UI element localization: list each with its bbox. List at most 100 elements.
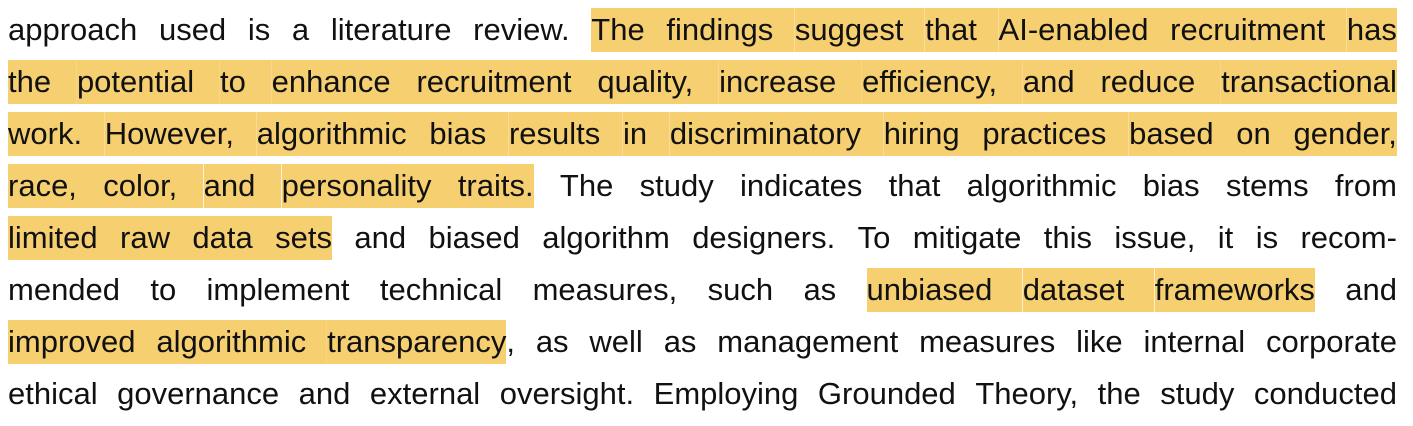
highlighted-word: in xyxy=(623,112,647,156)
highlighted-word: improved xyxy=(8,320,136,364)
highlighted-word: findings xyxy=(666,8,773,52)
highlighted-word: and xyxy=(1023,60,1075,104)
text-line: ethical governance and external oversight. Em… xyxy=(8,368,1397,420)
highlighted-word: based xyxy=(1129,112,1213,156)
word: such xyxy=(708,264,773,316)
highlighted-word: results xyxy=(509,112,600,156)
highlighted-word: discriminatory xyxy=(670,112,861,156)
highlighted-word: reduce xyxy=(1100,60,1195,104)
highlighted-word: increase xyxy=(719,60,836,104)
highlighted-word: work. xyxy=(8,112,82,156)
highlighted-word: sets xyxy=(275,216,332,260)
word: and xyxy=(354,212,406,264)
word: study xyxy=(640,160,714,212)
word: stems xyxy=(1226,160,1309,212)
highlighted-word: AI-enabled xyxy=(999,8,1149,52)
word: The xyxy=(560,160,613,212)
word: bias xyxy=(1143,160,1200,212)
word: the xyxy=(1098,368,1141,420)
word: management xyxy=(717,316,898,368)
word: to xyxy=(150,264,176,316)
highlighted-word: to xyxy=(220,60,246,104)
word: Theory, xyxy=(975,368,1078,420)
highlighted-word: frameworks xyxy=(1155,268,1315,312)
word: algorithmic xyxy=(967,160,1117,212)
word: recom- xyxy=(1300,212,1396,264)
text-line: the potential to enhance recruitment quality,… xyxy=(8,56,1397,108)
word: Grounded xyxy=(818,368,956,420)
text-line: limited raw data sets and biased algorithm desi… xyxy=(8,212,1397,264)
word: review. xyxy=(473,4,569,56)
word: study xyxy=(1160,368,1234,420)
word: from xyxy=(1335,160,1397,212)
word: measures xyxy=(919,316,1055,368)
highlighted-word: quality, xyxy=(597,60,693,104)
highlighted-word: efficiency, xyxy=(862,60,997,104)
highlighted-word: However, xyxy=(105,112,234,156)
word: external xyxy=(370,368,480,420)
word: algorithm xyxy=(542,212,670,264)
word: literature xyxy=(331,4,452,56)
highlighted-word: dataset xyxy=(1023,268,1125,312)
word: Employing xyxy=(654,368,799,420)
word: used xyxy=(159,4,226,56)
word: issue, xyxy=(1114,212,1195,264)
text-line: race, color, and personality traits. The study… xyxy=(8,160,1397,212)
word: conducted xyxy=(1254,368,1397,420)
word: corporate xyxy=(1266,316,1397,368)
word: it xyxy=(1218,212,1234,264)
highlighted-word: enhance xyxy=(272,60,391,104)
word: internal xyxy=(1143,316,1245,368)
highlighted-word: suggest xyxy=(795,8,904,52)
word: is xyxy=(248,4,270,56)
word: approach xyxy=(8,4,137,56)
highlighted-word: race, xyxy=(8,164,77,208)
word: like xyxy=(1076,316,1123,368)
highlighted-word: transactional xyxy=(1221,60,1397,104)
highlighted-word: algorithmic xyxy=(257,112,407,156)
word: this xyxy=(1044,212,1092,264)
highlighted-word: recruitment xyxy=(416,60,571,104)
highlighted-word: algorithmic xyxy=(156,320,306,364)
highlighted-word: The xyxy=(591,8,644,52)
word: biased xyxy=(429,212,520,264)
word: that xyxy=(889,160,941,212)
highlighted-word: potential xyxy=(77,60,194,104)
word: and xyxy=(299,368,351,420)
text-line: improved algorithmic transparency, as well as… xyxy=(8,316,1397,368)
highlighted-word: the xyxy=(8,60,51,104)
word: as xyxy=(536,316,569,368)
highlighted-word: limited xyxy=(8,216,98,260)
highlighted-word: bias xyxy=(429,112,486,156)
word: To xyxy=(858,212,891,264)
word: and xyxy=(1345,264,1397,316)
highlighted-word: color, xyxy=(103,164,177,208)
word: as xyxy=(803,264,836,316)
word: , xyxy=(506,316,515,368)
highlighted-word: on xyxy=(1236,112,1270,156)
text-line: approach used is a literature review. The findi… xyxy=(8,4,1397,56)
highlighted-word: and xyxy=(204,164,256,208)
highlighted-word: traits. xyxy=(458,164,534,208)
word: mended xyxy=(8,264,120,316)
word: measures, xyxy=(533,264,678,316)
highlighted-word: transparency xyxy=(327,320,506,364)
word: technical xyxy=(380,264,502,316)
word: ethical xyxy=(8,368,98,420)
word: mitigate xyxy=(913,212,1022,264)
highlighted-word: recruitment xyxy=(1170,8,1325,52)
word: implement xyxy=(207,264,350,316)
highlighted-word: hiring xyxy=(884,112,960,156)
highlighted-word: gender, xyxy=(1293,112,1396,156)
highlighted-word: has xyxy=(1347,8,1397,52)
text-line: work. However, algorithmic bias results in dis… xyxy=(8,108,1397,160)
word: designers. xyxy=(692,212,835,264)
text-line: mended to implement technical measures, such a… xyxy=(8,264,1397,316)
word: indicates xyxy=(740,160,862,212)
highlighted-word: data xyxy=(192,216,252,260)
word: is xyxy=(1256,212,1278,264)
word: a xyxy=(292,4,309,56)
word: oversight. xyxy=(500,368,634,420)
highlighted-word: that xyxy=(925,8,977,52)
